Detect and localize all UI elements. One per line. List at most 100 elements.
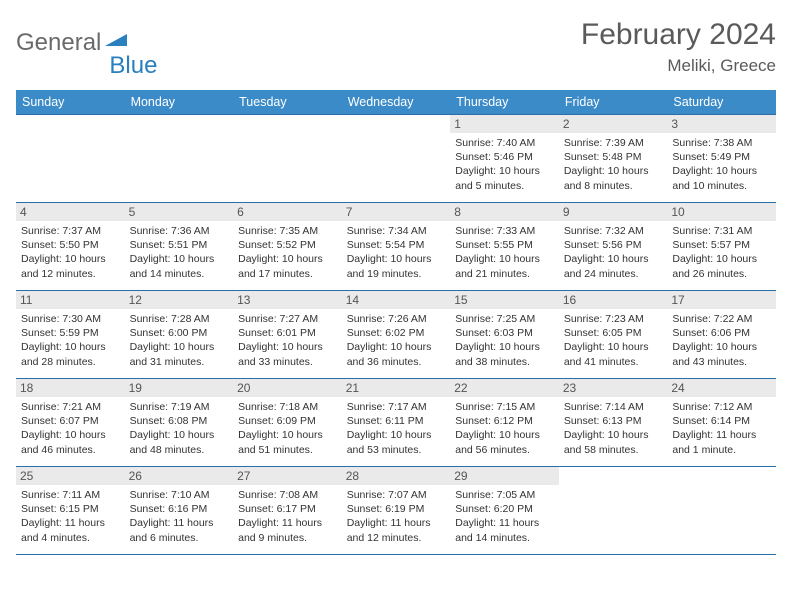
calendar-cell: 29Sunrise: 7:05 AMSunset: 6:20 PMDayligh… bbox=[450, 467, 559, 555]
calendar-cell bbox=[16, 115, 125, 203]
day-number: 21 bbox=[342, 379, 451, 397]
calendar-cell: 24 Sunrise: 7:12 AMSunset: 6:14 PMDayligh… bbox=[667, 379, 776, 467]
sunrise-text: Sunrise: 7:10 AM bbox=[130, 488, 229, 502]
sunrise-text: Sunrise: 7:15 AM bbox=[455, 400, 554, 414]
day-number bbox=[125, 115, 234, 133]
weekday-header: Sunday bbox=[16, 90, 125, 115]
calendar-cell: 27Sunrise: 7:08 AMSunset: 6:17 PMDayligh… bbox=[233, 467, 342, 555]
day-number bbox=[16, 115, 125, 133]
sunrise-text: Sunrise: 7:27 AM bbox=[238, 312, 337, 326]
title-block: February 2024 Meliki, Greece bbox=[581, 18, 776, 76]
sunset-text: Sunset: 6:05 PM bbox=[564, 326, 663, 340]
calendar-week-row: 1Sunrise: 7:40 AMSunset: 5:46 PMDaylight… bbox=[16, 115, 776, 203]
day-number: 5 bbox=[125, 203, 234, 221]
calendar-cell: 17Sunrise: 7:22 AMSunset: 6:06 PMDayligh… bbox=[667, 291, 776, 379]
sunrise-text: Sunrise: 7:31 AM bbox=[672, 224, 771, 238]
sunrise-text: Sunrise: 7:18 AM bbox=[238, 400, 337, 414]
day-number: 19 bbox=[125, 379, 234, 397]
day-details: Sunrise: 7:19 AMSunset: 6:08 PMDaylight:… bbox=[130, 400, 229, 457]
sunset-text: Sunset: 6:17 PM bbox=[238, 502, 337, 516]
day-details: Sunrise: 7:22 AMSunset: 6:06 PMDaylight:… bbox=[672, 312, 771, 369]
sunrise-text: Sunrise: 7:07 AM bbox=[347, 488, 446, 502]
location: Meliki, Greece bbox=[581, 56, 776, 76]
sunrise-text: Sunrise: 7:35 AM bbox=[238, 224, 337, 238]
day-number: 12 bbox=[125, 291, 234, 309]
sunrise-text: Sunrise: 7:30 AM bbox=[21, 312, 120, 326]
calendar-cell: 19 Sunrise: 7:19 AMSunset: 6:08 PMDayligh… bbox=[125, 379, 234, 467]
calendar-week-row: 18Sunrise: 7:21 AMSunset: 6:07 PMDayligh… bbox=[16, 379, 776, 467]
daylight-text: Daylight: 10 hours and 10 minutes. bbox=[672, 164, 771, 192]
daylight-text: Daylight: 10 hours and 51 minutes. bbox=[238, 428, 337, 456]
weekday-header: Tuesday bbox=[233, 90, 342, 115]
day-number: 2 bbox=[559, 115, 668, 133]
sunrise-text: Sunrise: 7:05 AM bbox=[455, 488, 554, 502]
day-details: Sunrise: 7:35 AMSunset: 5:52 PMDaylight:… bbox=[238, 224, 337, 281]
logo: General Blue bbox=[16, 18, 157, 68]
day-details: Sunrise: 7:26 AMSunset: 6:02 PMDaylight:… bbox=[347, 312, 446, 369]
daylight-text: Daylight: 10 hours and 41 minutes. bbox=[564, 340, 663, 368]
header: General Blue February 2024 Meliki, Greec… bbox=[16, 18, 776, 76]
sunset-text: Sunset: 5:48 PM bbox=[564, 150, 663, 164]
day-number: 3 bbox=[667, 115, 776, 133]
daylight-text: Daylight: 10 hours and 56 minutes. bbox=[455, 428, 554, 456]
day-details: Sunrise: 7:31 AMSunset: 5:57 PMDaylight:… bbox=[672, 224, 771, 281]
calendar-cell: 22Sunrise: 7:15 AMSunset: 6:12 PMDayligh… bbox=[450, 379, 559, 467]
day-number: 7 bbox=[342, 203, 451, 221]
sunset-text: Sunset: 6:12 PM bbox=[455, 414, 554, 428]
sunset-text: Sunset: 6:09 PM bbox=[238, 414, 337, 428]
calendar-cell: 9Sunrise: 7:32 AMSunset: 5:56 PMDaylight… bbox=[559, 203, 668, 291]
daylight-text: Daylight: 10 hours and 17 minutes. bbox=[238, 252, 337, 280]
calendar-cell: 26Sunrise: 7:10 AMSunset: 6:16 PMDayligh… bbox=[125, 467, 234, 555]
day-number: 24 bbox=[667, 379, 776, 397]
daylight-text: Daylight: 10 hours and 26 minutes. bbox=[672, 252, 771, 280]
calendar-week-row: 11Sunrise: 7:30 AMSunset: 5:59 PMDayligh… bbox=[16, 291, 776, 379]
sunset-text: Sunset: 5:55 PM bbox=[455, 238, 554, 252]
daylight-text: Daylight: 11 hours and 6 minutes. bbox=[130, 516, 229, 544]
sunset-text: Sunset: 6:01 PM bbox=[238, 326, 337, 340]
sunrise-text: Sunrise: 7:33 AM bbox=[455, 224, 554, 238]
day-number: 13 bbox=[233, 291, 342, 309]
weekday-header: Friday bbox=[559, 90, 668, 115]
sunrise-text: Sunrise: 7:36 AM bbox=[130, 224, 229, 238]
calendar-cell: 5Sunrise: 7:36 AMSunset: 5:51 PMDaylight… bbox=[125, 203, 234, 291]
day-details: Sunrise: 7:15 AMSunset: 6:12 PMDaylight:… bbox=[455, 400, 554, 457]
sunrise-text: Sunrise: 7:19 AM bbox=[130, 400, 229, 414]
calendar-cell: 23Sunrise: 7:14 AMSunset: 6:13 PMDayligh… bbox=[559, 379, 668, 467]
day-details: Sunrise: 7:11 AMSunset: 6:15 PMDaylight:… bbox=[21, 488, 120, 545]
sunset-text: Sunset: 5:50 PM bbox=[21, 238, 120, 252]
sunset-text: Sunset: 6:14 PM bbox=[672, 414, 771, 428]
calendar-cell: 28Sunrise: 7:07 AMSunset: 6:19 PMDayligh… bbox=[342, 467, 451, 555]
sunset-text: Sunset: 6:15 PM bbox=[21, 502, 120, 516]
sunset-text: Sunset: 6:07 PM bbox=[21, 414, 120, 428]
day-number bbox=[342, 115, 451, 133]
sunset-text: Sunset: 6:06 PM bbox=[672, 326, 771, 340]
sunrise-text: Sunrise: 7:21 AM bbox=[21, 400, 120, 414]
day-number: 23 bbox=[559, 379, 668, 397]
month-title: February 2024 bbox=[581, 18, 776, 52]
calendar-table: SundayMondayTuesdayWednesdayThursdayFrid… bbox=[16, 90, 776, 555]
daylight-text: Daylight: 10 hours and 53 minutes. bbox=[347, 428, 446, 456]
daylight-text: Daylight: 11 hours and 1 minute. bbox=[672, 428, 771, 456]
daylight-text: Daylight: 10 hours and 5 minutes. bbox=[455, 164, 554, 192]
sunrise-text: Sunrise: 7:32 AM bbox=[564, 224, 663, 238]
day-details: Sunrise: 7:38 AMSunset: 5:49 PMDaylight:… bbox=[672, 136, 771, 193]
calendar-cell bbox=[125, 115, 234, 203]
calendar-cell: 18Sunrise: 7:21 AMSunset: 6:07 PMDayligh… bbox=[16, 379, 125, 467]
sunset-text: Sunset: 6:19 PM bbox=[347, 502, 446, 516]
sunset-text: Sunset: 5:46 PM bbox=[455, 150, 554, 164]
day-details: Sunrise: 7:12 AMSunset: 6:14 PMDaylight:… bbox=[672, 400, 771, 457]
sunset-text: Sunset: 6:13 PM bbox=[564, 414, 663, 428]
calendar-week-row: 4Sunrise: 7:37 AMSunset: 5:50 PMDaylight… bbox=[16, 203, 776, 291]
daylight-text: Daylight: 10 hours and 58 minutes. bbox=[564, 428, 663, 456]
day-details: Sunrise: 7:17 AMSunset: 6:11 PMDaylight:… bbox=[347, 400, 446, 457]
day-number: 26 bbox=[125, 467, 234, 485]
daylight-text: Daylight: 10 hours and 31 minutes. bbox=[130, 340, 229, 368]
calendar-cell bbox=[233, 115, 342, 203]
calendar-cell bbox=[667, 467, 776, 555]
daylight-text: Daylight: 10 hours and 19 minutes. bbox=[347, 252, 446, 280]
logo-text-general: General bbox=[16, 29, 101, 57]
day-number: 29 bbox=[450, 467, 559, 485]
day-number bbox=[233, 115, 342, 133]
calendar-cell: 14Sunrise: 7:26 AMSunset: 6:02 PMDayligh… bbox=[342, 291, 451, 379]
day-details: Sunrise: 7:23 AMSunset: 6:05 PMDaylight:… bbox=[564, 312, 663, 369]
